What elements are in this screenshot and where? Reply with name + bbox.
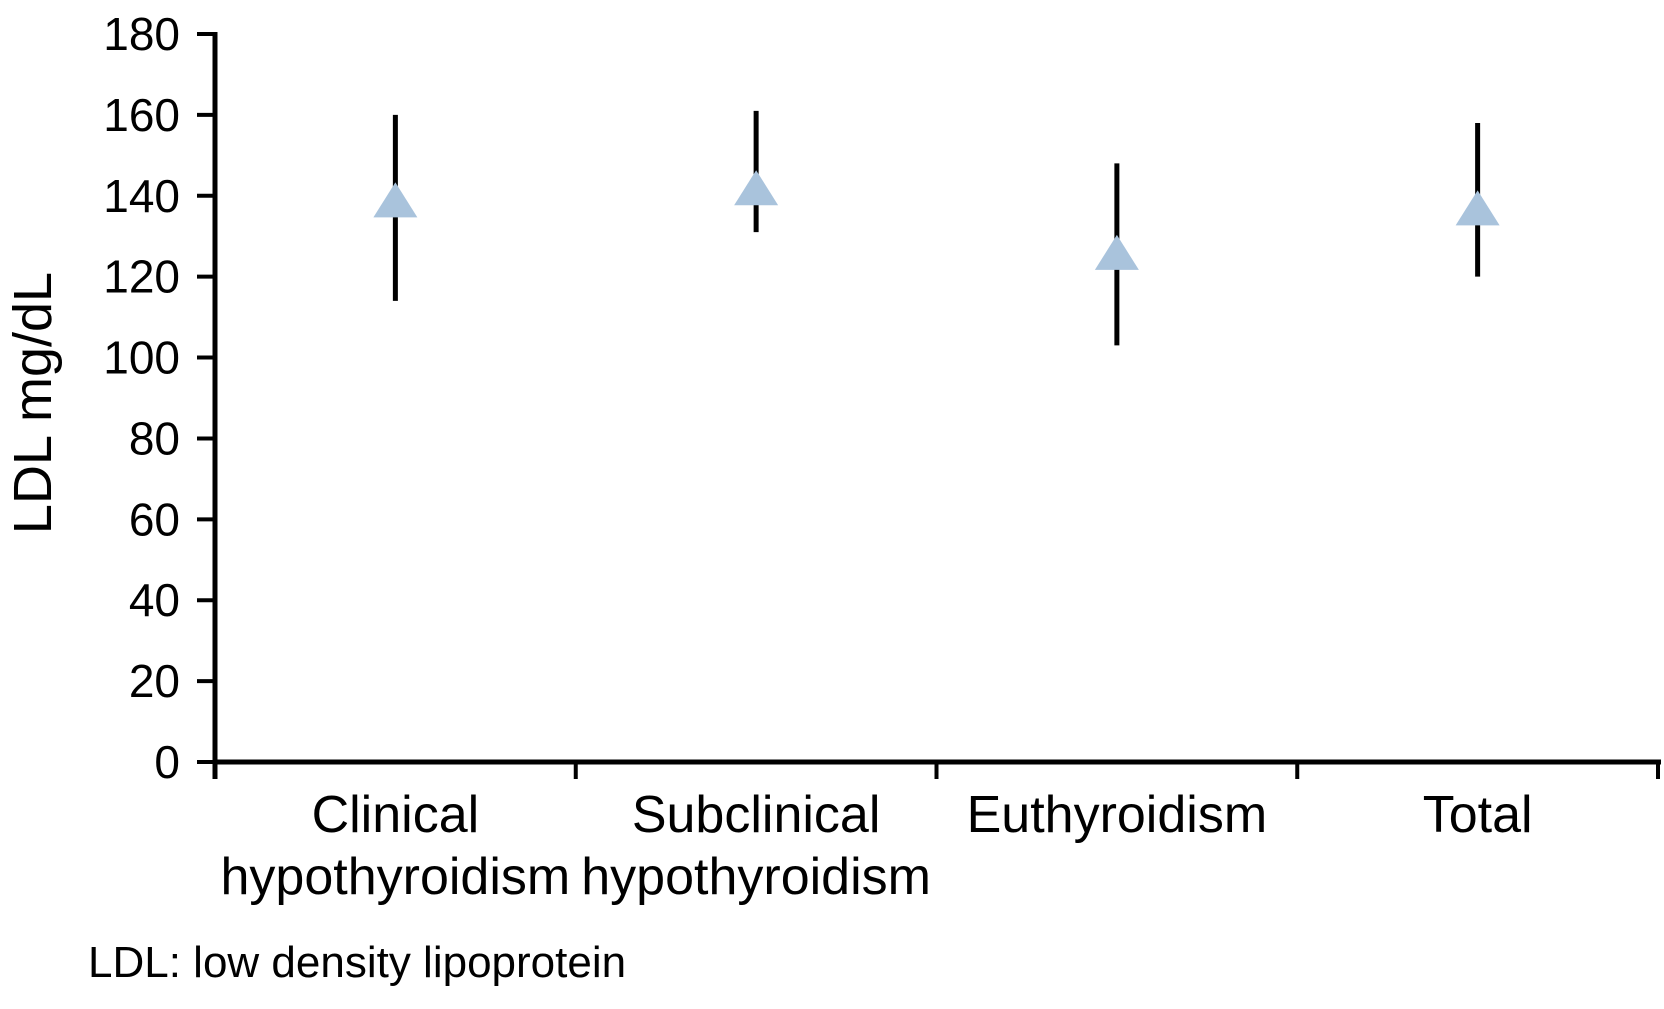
y-tick-label: 100 [103,332,180,384]
x-category-label: Total [1423,786,1533,844]
y-tick-label: 120 [103,251,180,303]
y-tick-label: 160 [103,89,180,141]
x-category-label: Clinical hypothyroidism [221,786,571,906]
mean-marker-triangle [734,170,779,206]
y-tick-label: 140 [103,170,180,222]
x-category-label: Euthyroidism [967,786,1268,844]
y-axis-title: LDL mg/dL [3,271,63,535]
chart-footnote: LDL: low density lipoprotein [88,938,627,987]
x-category-label: Subclinical hypothyroidism [581,786,931,906]
mean-marker-triangle [373,182,418,218]
y-tick-label: 40 [129,574,180,626]
y-tick-label: 80 [129,412,180,464]
mean-marker-triangle [1455,190,1500,226]
y-tick-label: 60 [129,493,180,545]
mean-marker-triangle [1094,234,1139,270]
y-tick-label: 20 [129,655,180,707]
y-tick-label: 0 [154,736,180,788]
y-tick-label: 180 [103,8,180,60]
